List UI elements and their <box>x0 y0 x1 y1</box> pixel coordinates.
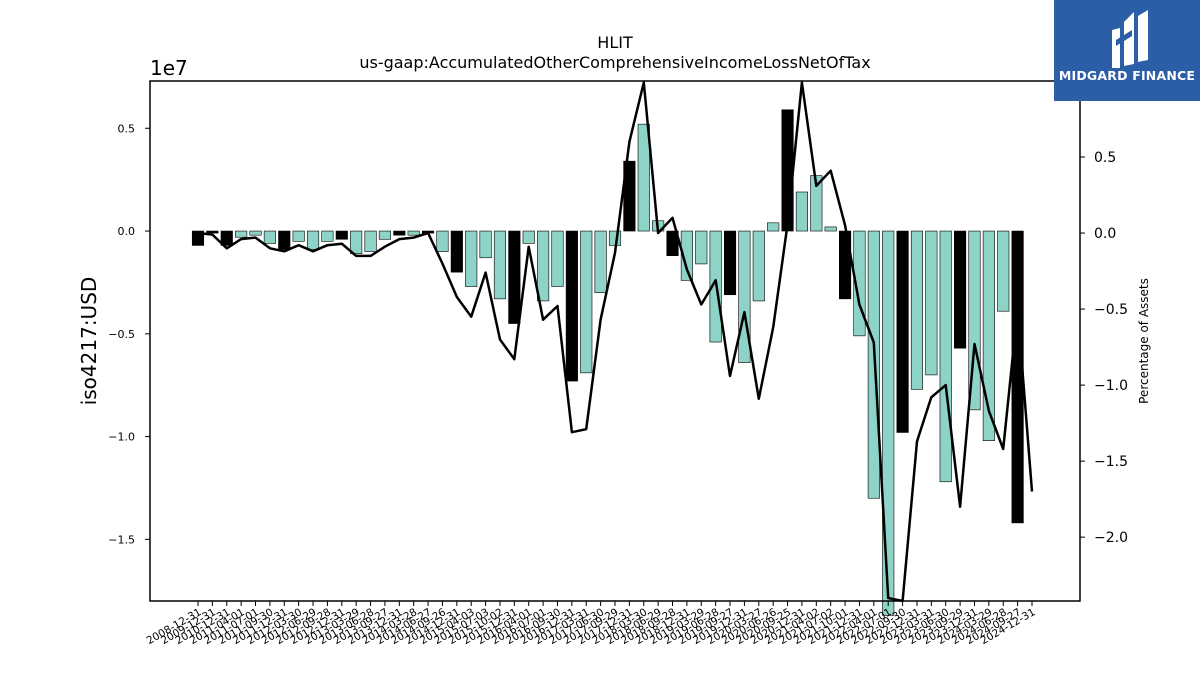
bar <box>335 230 348 240</box>
bar <box>191 230 205 246</box>
bar <box>206 230 219 234</box>
bar <box>565 230 578 382</box>
bar <box>465 230 478 287</box>
bar <box>364 230 377 252</box>
series-line <box>197 81 1034 603</box>
y-axis-left: −1.5 −1.0 −0.5 0.0 0.5 <box>108 122 150 546</box>
bar <box>407 230 420 236</box>
bar <box>968 230 981 411</box>
bar <box>637 123 650 232</box>
bar <box>306 230 320 250</box>
bar <box>522 230 535 244</box>
y-axis-label: iso4217:USD <box>77 277 101 406</box>
bar <box>623 160 636 232</box>
bar <box>767 222 780 232</box>
bar <box>925 230 938 376</box>
offset-text: 1e7 <box>150 56 188 80</box>
bar <box>723 230 737 296</box>
bars-layer <box>191 109 1024 616</box>
bar <box>824 226 837 232</box>
bar <box>378 230 391 240</box>
bar <box>810 175 823 232</box>
chart-title: HLIT <box>597 33 633 52</box>
bar <box>580 230 593 374</box>
line-layer <box>197 81 1034 603</box>
bar <box>853 230 866 337</box>
logo-mark-icon <box>1112 10 1148 68</box>
y-tick-label: 0.0 <box>118 225 136 238</box>
bar <box>235 230 248 238</box>
bar <box>910 230 924 390</box>
y-right-tick-label: 0.0 <box>1094 226 1116 242</box>
bar <box>263 230 276 244</box>
y-tick-label: −1.5 <box>108 533 135 546</box>
bar <box>321 230 334 242</box>
bar <box>350 230 363 254</box>
bar <box>249 230 262 236</box>
y-axis-right: −2.0−1.5−1.0−0.50.00.51.0 <box>1080 74 1128 546</box>
y-right-tick-label: −1.5 <box>1094 454 1128 470</box>
logo-text: MIDGARD FINANCE <box>1058 68 1196 83</box>
bar <box>666 230 679 257</box>
bar <box>220 230 233 246</box>
bar <box>450 230 463 273</box>
bar <box>882 230 895 616</box>
bar <box>738 230 751 363</box>
y-tick-label: −1.0 <box>108 431 135 444</box>
bar <box>939 230 952 483</box>
bar <box>508 230 521 324</box>
bar <box>479 230 492 259</box>
y-tick-label: 0.5 <box>118 122 136 135</box>
bar <box>795 191 808 232</box>
bar <box>436 230 449 252</box>
bar <box>997 230 1010 312</box>
bar <box>752 230 765 302</box>
bar <box>954 230 967 349</box>
y-right-tick-label: −0.5 <box>1094 302 1128 318</box>
bar <box>393 230 406 236</box>
x-axis: 2008-12-312009-12-312010-12-312011-04-01… <box>145 601 1038 647</box>
bar <box>493 230 507 300</box>
bar <box>551 230 564 287</box>
y-axis-right-label: Percentage of Assets <box>1137 278 1151 404</box>
chart-subtitle: us-gaap:AccumulatedOtherComprehensiveInc… <box>359 53 870 72</box>
y-right-tick-label: 0.5 <box>1094 150 1116 166</box>
bar <box>982 230 995 441</box>
bar <box>896 230 909 433</box>
bar <box>680 230 693 281</box>
brand-logo: MIDGARD FINANCE <box>1054 0 1200 101</box>
bar <box>1011 230 1024 524</box>
y-right-tick-label: −1.0 <box>1094 378 1128 394</box>
bar <box>594 230 607 293</box>
y-tick-label: −0.5 <box>108 328 135 341</box>
bar <box>537 230 550 302</box>
bar <box>278 230 291 250</box>
y-right-tick-label: −2.0 <box>1094 530 1128 546</box>
bar <box>695 230 708 265</box>
bar <box>292 230 305 242</box>
